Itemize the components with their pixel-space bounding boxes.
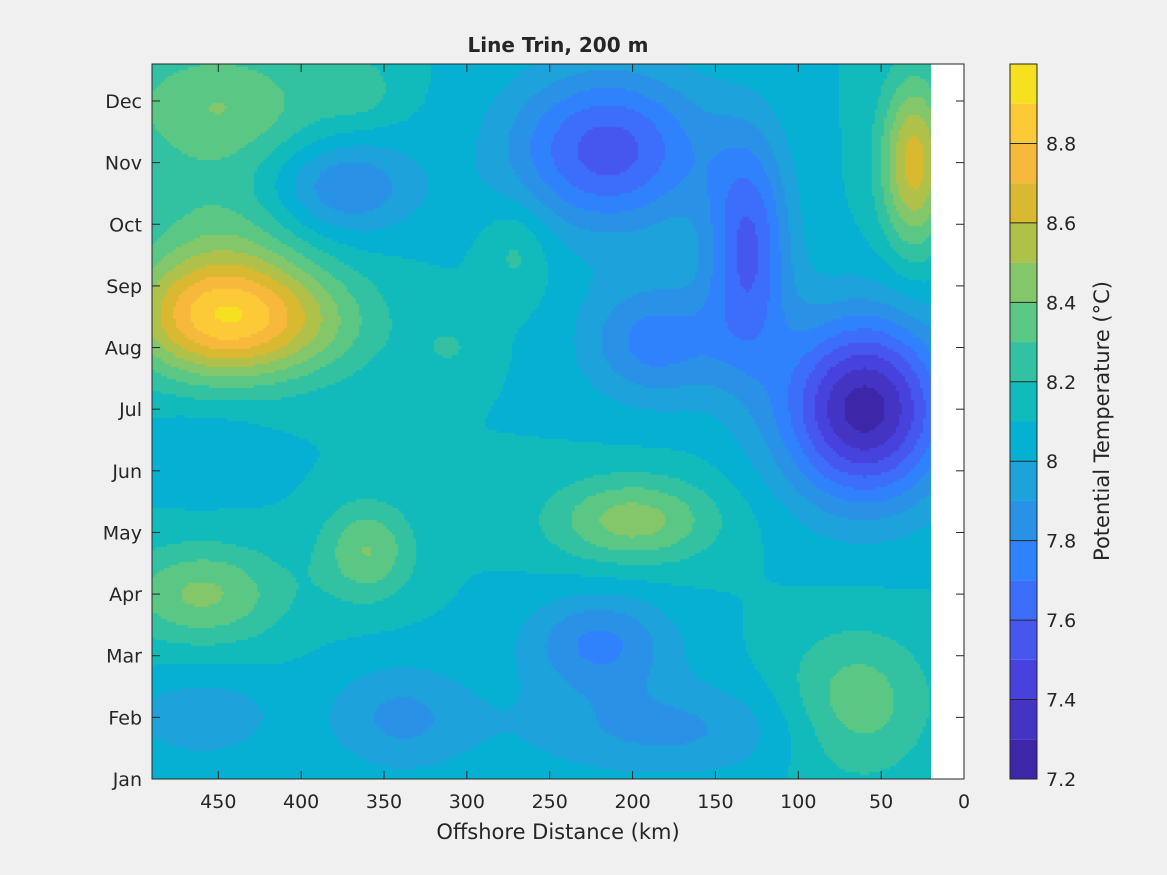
plot-area (151, 63, 965, 780)
y-tick-label: Dec (105, 91, 142, 113)
colorbar-tick-label: 8.2 (1046, 372, 1076, 394)
x-axis-label: Offshore Distance (km) (436, 820, 679, 844)
heatmap-surface-wrapper (152, 64, 931, 779)
colorbar-swatch (1010, 183, 1037, 223)
y-axis: Jan Feb Mar Apr May Jun Jul Aug Sep Oct Nov Dec (103, 91, 142, 791)
colorbar-tick-label: 8.8 (1046, 133, 1076, 155)
colorbar-tick-label: 8.6 (1046, 213, 1076, 235)
colorbar-swatch (1010, 103, 1037, 144)
y-tick-label: Feb (108, 707, 142, 729)
x-axis: 450 400 350 300 250 200 150 100 50 0 (200, 791, 970, 813)
colorbar-swatch (1010, 659, 1037, 700)
colorbar-swatch (1010, 739, 1037, 779)
x-tick-label: 400 (283, 791, 319, 813)
y-tick-label: Aug (105, 338, 142, 360)
colorbar-ticks: 7.2 7.4 7.6 7.8 8 8.2 8.4 8.6 8.8 (1010, 133, 1076, 791)
colorbar-swatch (1010, 143, 1037, 184)
y-tick-label: Jul (118, 399, 142, 421)
y-tick-label: Sep (106, 276, 142, 298)
colorbar-swatch (1010, 64, 1037, 104)
x-tick-label: 350 (366, 791, 402, 813)
colorbar-tick-label: 7.4 (1046, 690, 1076, 712)
colorbar-swatch (1010, 699, 1037, 740)
x-tick-label: 50 (869, 791, 893, 813)
x-tick-label: 200 (614, 791, 650, 813)
colorbar-tick-label: 8.4 (1046, 292, 1076, 314)
axis-ticks (152, 64, 965, 780)
x-tick-label: 150 (697, 791, 733, 813)
colorbar-tick-label: 7.6 (1046, 610, 1076, 632)
x-tick-label: 450 (200, 791, 236, 813)
colorbar-swatches (1010, 64, 1037, 779)
y-tick-label: May (103, 522, 142, 544)
y-tick-label: Mar (106, 646, 142, 668)
colorbar-swatch (1010, 580, 1037, 621)
colorbar-swatch (1010, 342, 1037, 382)
y-tick-label: Jun (111, 461, 142, 483)
colorbar-tick-label: 8 (1046, 451, 1058, 473)
heatmap-surface (152, 64, 931, 779)
colorbar-swatch (1010, 262, 1037, 303)
colorbar-swatch (1010, 500, 1037, 541)
x-tick-label: 300 (449, 791, 485, 813)
colorbar-swatch (1010, 540, 1037, 581)
y-tick-label: Jan (112, 769, 142, 791)
x-tick-label: 0 (958, 791, 970, 813)
y-tick-label: Nov (105, 153, 142, 175)
colorbar-swatch (1010, 461, 1037, 501)
colorbar-tick-label: 7.2 (1046, 769, 1076, 791)
y-tick-label: Oct (109, 214, 142, 236)
chart-title: Line Trin, 200 m (468, 33, 649, 57)
colorbar-swatch (1010, 421, 1037, 462)
x-tick-label: 100 (780, 791, 816, 813)
x-tick-label: 250 (532, 791, 568, 813)
colorbar: 7.2 7.4 7.6 7.8 8 8.2 8.4 8.6 8.8 Potential Temp… (1009, 63, 1114, 791)
plot-frame (151, 63, 965, 780)
colorbar-swatch (1010, 302, 1037, 343)
colorbar-swatch (1010, 620, 1037, 660)
colorbar-swatch (1010, 381, 1037, 422)
colorbar-tick-label: 7.8 (1046, 531, 1076, 553)
colorbar-swatch (1010, 222, 1037, 263)
y-tick-label: Apr (109, 584, 142, 606)
colorbar-label: Potential Temperature (°C) (1090, 281, 1114, 561)
